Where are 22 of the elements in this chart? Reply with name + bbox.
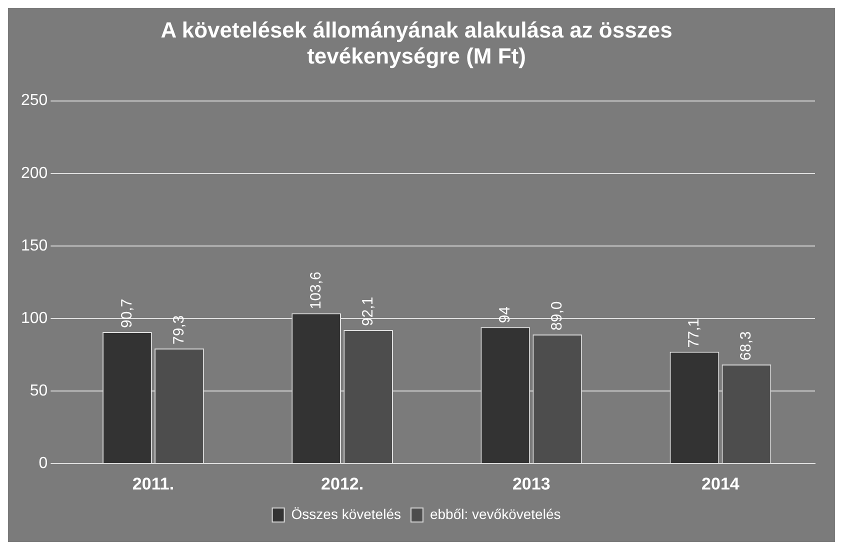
y-tick-label: 200: [20, 164, 48, 182]
x-tick-label: 2012.: [321, 474, 364, 494]
legend-label: ebből: vevőkövetelés: [430, 506, 561, 522]
data-label: 92,1: [359, 296, 376, 326]
x-tick-label: 2013: [512, 474, 550, 494]
data-label: 68,3: [738, 331, 755, 360]
data-label: 94: [496, 306, 514, 324]
x-tick-label: 2011.: [132, 474, 174, 494]
y-tick-label: 0: [38, 455, 48, 472]
data-label: 79,3: [170, 315, 188, 345]
y-tick-label: 150: [20, 237, 48, 254]
x-tick-label: 2014: [702, 474, 740, 494]
y-tick-label: 50: [30, 382, 48, 400]
data-label: 103,6: [307, 272, 324, 310]
data-label: 89,0: [548, 301, 566, 330]
legend-label: Összes követelés: [291, 506, 401, 522]
y-tick-label: 250: [20, 92, 48, 110]
y-tick-label: 100: [20, 310, 48, 327]
data-label: 90,7: [118, 298, 136, 328]
data-label: 77,1: [686, 318, 703, 348]
text: tevékenységre (M Ft): [307, 44, 526, 69]
text: A követelések állományának alakulása az összes: [160, 17, 672, 42]
